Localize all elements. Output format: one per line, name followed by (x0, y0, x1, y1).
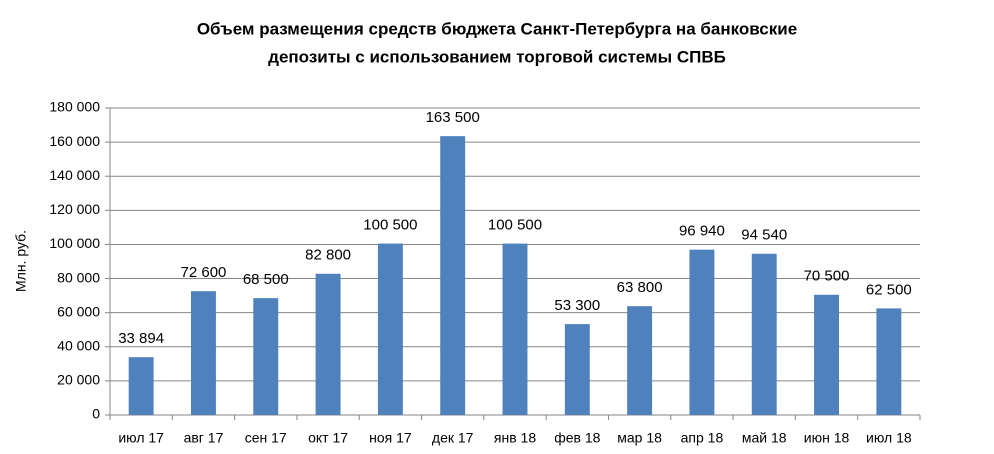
value-label: 72 600 (181, 264, 227, 281)
x-tick-label: авг 17 (184, 430, 224, 446)
y-tick-label: 120 000 (49, 201, 100, 217)
bar (440, 136, 466, 415)
bar (689, 249, 715, 415)
y-tick-label: 80 000 (57, 269, 100, 285)
value-label: 63 800 (617, 279, 663, 296)
value-label: 94 540 (741, 227, 787, 244)
bar (191, 291, 216, 415)
value-label: 100 500 (363, 217, 417, 234)
x-tick-label: июл 18 (866, 430, 912, 446)
y-tick-label: 100 000 (49, 235, 100, 251)
x-tick-label: апр 18 (681, 430, 724, 446)
value-label: 70 500 (804, 268, 850, 285)
x-tick-label: ноя 17 (369, 430, 412, 446)
y-tick-label: 180 000 (49, 99, 100, 115)
bar (253, 298, 279, 415)
chart-title: депозиты с использованием торговой систе… (268, 47, 726, 66)
value-label: 82 800 (305, 247, 351, 264)
y-tick-label: 140 000 (49, 167, 100, 183)
bar (627, 306, 653, 415)
x-tick-label: янв 18 (494, 430, 536, 446)
x-tick-label: дек 17 (432, 430, 474, 446)
y-tick-label: 60 000 (57, 303, 100, 319)
x-tick-label: мар 18 (617, 430, 662, 446)
y-axis-label: Млн. руб. (13, 230, 29, 292)
x-tick-label: июл 17 (118, 430, 164, 446)
y-tick-label: 160 000 (49, 133, 100, 149)
x-tick-label: май 18 (742, 430, 787, 446)
value-label: 33 894 (118, 330, 164, 347)
bar (128, 357, 154, 415)
y-tick-label: 0 (92, 406, 100, 422)
y-tick-label: 20 000 (57, 372, 100, 388)
bar (564, 324, 590, 415)
x-tick-label: фев 18 (554, 430, 600, 446)
chart-title: Объем размещения средств бюджета Санкт-П… (197, 19, 797, 38)
value-label: 62 500 (866, 281, 912, 298)
bar (814, 294, 839, 415)
x-tick-label: сен 17 (245, 430, 287, 446)
y-tick-label: 40 000 (57, 337, 100, 353)
value-label: 96 940 (679, 223, 725, 240)
bar (876, 308, 902, 415)
bar (315, 273, 341, 415)
value-label: 68 500 (243, 271, 289, 288)
value-label: 53 300 (554, 297, 600, 314)
bar (377, 243, 403, 415)
value-label: 100 500 (488, 217, 542, 234)
value-label: 163 500 (426, 109, 480, 126)
bar (751, 253, 777, 415)
x-tick-label: окт 17 (308, 430, 348, 446)
x-tick-label: июн 18 (804, 430, 850, 446)
bar (502, 243, 528, 415)
